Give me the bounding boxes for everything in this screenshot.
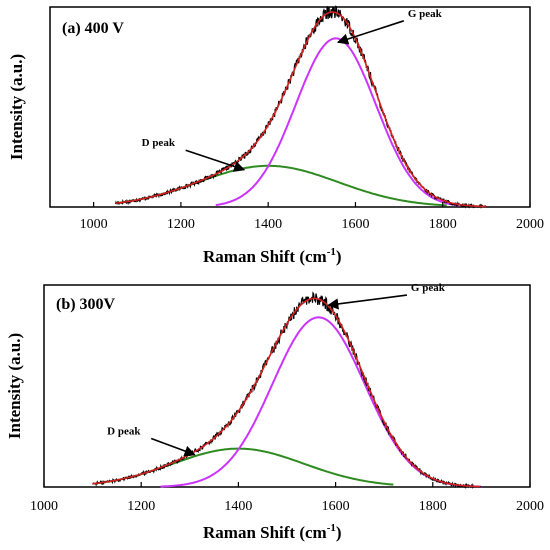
annotation-arrow	[336, 20, 405, 45]
cumulative-fit-curve	[115, 11, 486, 208]
d-peak-fit-curve	[97, 447, 394, 486]
annotation-label: G peak	[408, 8, 443, 20]
x-tick-label: 1000	[80, 217, 108, 232]
panel-a: 1000 1200 1400 1600 1800 2000 (a) 400 V Raman…	[7, 5, 544, 266]
panel-b: 1000 1200 1400 1600 1800 2000 (b) 300V Raman …	[5, 282, 544, 542]
x-tick-label: 1200	[167, 217, 195, 232]
g-peak-fit-curve	[215, 37, 460, 207]
x-ticks: 1000 1200 1400 1600 1800 2000	[30, 482, 544, 514]
panel-label: (a) 400 V	[62, 20, 124, 37]
x-tick-label: 1600	[322, 499, 350, 514]
annotation-arrow	[150, 437, 196, 457]
x-tick-label: 1200	[127, 499, 155, 514]
y-axis-title: Intensity (a.u.)	[5, 333, 24, 439]
curves	[114, 5, 487, 210]
x-axis-title: Raman Shift (cm-1)	[203, 522, 342, 542]
x-axis-title: Raman Shift (cm-1)	[203, 246, 342, 266]
plot-frame	[43, 284, 531, 488]
curves	[92, 291, 482, 490]
x-tick-label: 1800	[419, 499, 447, 514]
plot-frame	[49, 6, 531, 208]
annotation-arrow	[327, 294, 408, 310]
panel-label: (b) 300V	[56, 296, 116, 313]
annotation-label: D peak	[142, 137, 176, 149]
annotations: G peak D peak	[107, 282, 446, 457]
g-peak-fit-curve	[160, 316, 482, 488]
x-tick-label: 2000	[516, 217, 544, 232]
x-tick-label: 1400	[224, 499, 252, 514]
x-tick-label: 1000	[30, 499, 58, 514]
annotation-label: G peak	[411, 282, 446, 294]
x-tick-label: 1800	[429, 217, 457, 232]
annotation-arrow	[185, 149, 246, 172]
x-ticks: 1000 1200 1400 1600 1800 2000	[80, 202, 544, 232]
annotations: G peak D peak	[142, 8, 443, 172]
x-tick-label: 1600	[341, 217, 369, 232]
annotation-label: D peak	[107, 425, 141, 437]
raw-spectrum-line	[114, 5, 487, 210]
d-peak-fit-curve	[115, 164, 447, 207]
cumulative-fit-curve	[92, 297, 481, 488]
x-tick-label: 2000	[516, 499, 544, 514]
x-tick-label: 1400	[254, 217, 282, 232]
y-axis-title: Intensity (a.u.)	[7, 54, 26, 160]
